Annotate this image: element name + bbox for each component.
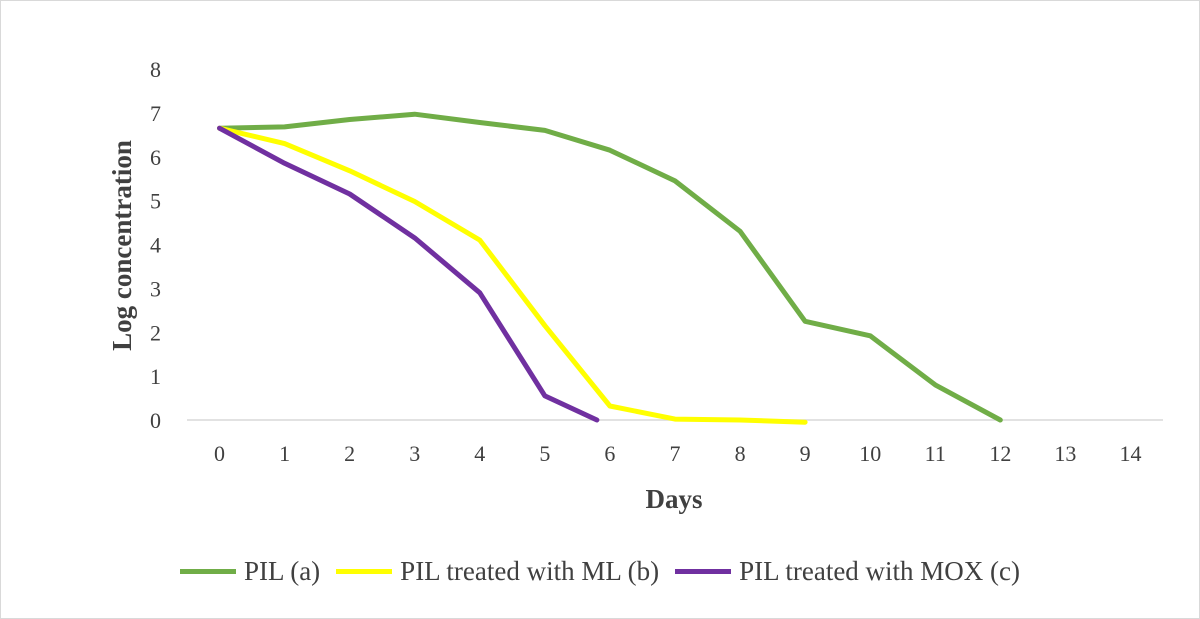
y-tick-label: 2: [150, 320, 161, 345]
x-tick-label: 8: [735, 441, 746, 466]
x-tick-label: 9: [800, 441, 811, 466]
y-axis-ticks: 0 1 2 3 4 5 6 7 8: [150, 57, 161, 433]
y-axis-title: Log concentration: [107, 140, 137, 351]
series-line: [217, 111, 1003, 423]
x-tick-label: 2: [344, 441, 355, 466]
series-lines: [217, 111, 1003, 425]
series-line: [217, 125, 808, 425]
y-tick-label: 6: [150, 145, 161, 170]
x-tick-label: 0: [214, 441, 225, 466]
legend-label: PIL treated with ML (b): [400, 556, 660, 586]
y-tick-label: 1: [150, 364, 161, 389]
y-tick-label: 8: [150, 57, 161, 82]
x-tick-label: 5: [539, 441, 550, 466]
x-axis-title: Days: [645, 484, 702, 514]
x-tick-label: 3: [409, 441, 420, 466]
y-tick-label: 5: [150, 189, 161, 214]
x-tick-label: 14: [1119, 441, 1141, 466]
x-tick-label: 6: [604, 441, 615, 466]
legend-item: PIL treated with ML (b): [336, 556, 659, 587]
legend-item: PIL (a): [179, 556, 321, 587]
legend-swatch: [675, 569, 732, 574]
x-tick-label: 1: [279, 441, 290, 466]
y-tick-label: 4: [150, 233, 161, 258]
x-axis-ticks: 0 1 2 3 4 5 6 7 8 9 10 11 12 13 14: [214, 441, 1141, 466]
legend-item: PIL treated with MOX (c): [675, 556, 1020, 587]
x-tick-label: 7: [670, 441, 681, 466]
y-tick-label: 0: [150, 408, 161, 433]
legend-label: PIL treated with MOX (c): [739, 556, 1021, 586]
legend: PIL (a) PIL treated with ML (b) PIL treate…: [0, 556, 1200, 587]
y-tick-label: 7: [150, 101, 161, 126]
y-tick-label: 3: [150, 276, 161, 301]
legend-label: PIL (a): [243, 556, 321, 586]
x-tick-label: 11: [925, 441, 946, 466]
x-tick-label: 13: [1054, 441, 1076, 466]
series-line: [217, 125, 600, 423]
legend-swatch: [336, 569, 393, 574]
x-tick-label: 4: [474, 441, 485, 466]
x-tick-label: 12: [989, 441, 1011, 466]
x-tick-label: 10: [859, 441, 881, 466]
legend-swatch: [179, 569, 236, 574]
